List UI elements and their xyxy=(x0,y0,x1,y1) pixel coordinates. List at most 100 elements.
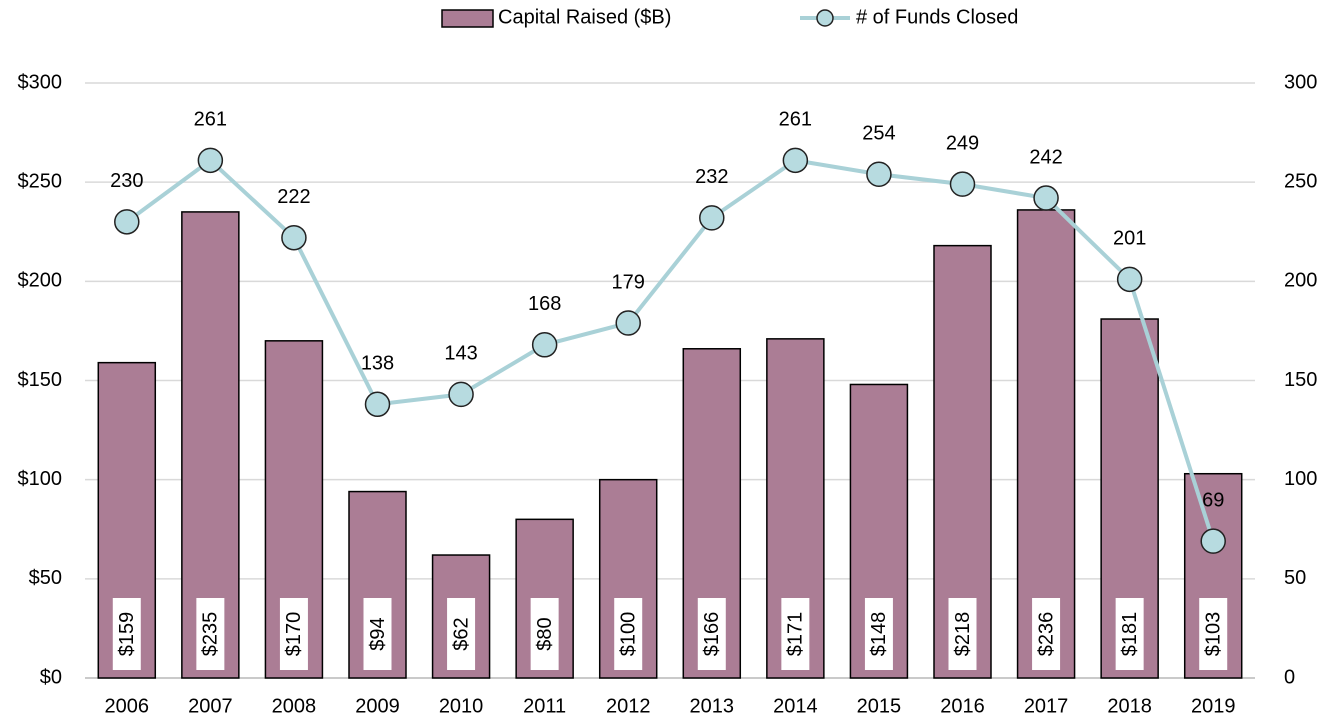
bar-label-group: $171 xyxy=(785,612,807,657)
bar-label-box xyxy=(530,598,559,670)
line-marker xyxy=(531,332,558,358)
bar-value-label: $62 xyxy=(450,617,472,650)
bar-label-group: $235 xyxy=(200,612,222,657)
bar-label-box xyxy=(1032,598,1061,670)
x-tick-label: 2006 xyxy=(105,695,150,717)
line-value-label: 254 xyxy=(862,123,895,145)
x-tick-label: 2007 xyxy=(188,695,233,717)
line-marker xyxy=(866,161,892,187)
line-value-label: 249 xyxy=(946,132,979,154)
line-value-label: 232 xyxy=(695,166,728,188)
line-value-label: 242 xyxy=(1029,146,1062,168)
bar-label-group: $62 xyxy=(450,617,472,650)
line-marker xyxy=(782,147,809,174)
bar-value-label: $148 xyxy=(868,612,890,657)
line-value-label: 179 xyxy=(612,271,645,293)
y-tick-label: $0 xyxy=(40,666,62,688)
line-marker xyxy=(1033,185,1059,211)
bar-label-box xyxy=(363,598,392,670)
x-tick-label: 2013 xyxy=(690,695,735,717)
x-tick-label: 2017 xyxy=(1024,695,1069,717)
bar-label-group: $148 xyxy=(868,612,890,657)
legend-label: Capital Raised ($B) xyxy=(498,6,671,28)
bar-label-group: $159 xyxy=(116,612,138,657)
y2-tick-label: 0 xyxy=(1284,666,1295,688)
line xyxy=(125,157,1216,542)
bar-label-box xyxy=(112,598,141,670)
bar-value-label: $80 xyxy=(534,617,556,650)
x-tick-label: 2009 xyxy=(355,695,400,717)
line-marker xyxy=(364,391,391,418)
bar-label-box xyxy=(864,598,893,670)
bar-label-group: $236 xyxy=(1035,612,1057,657)
line-marker xyxy=(1200,528,1226,554)
y-tick-label: $200 xyxy=(18,270,63,292)
y2-tick-label: 50 xyxy=(1284,567,1306,589)
x-tick-label: 2012 xyxy=(606,695,651,717)
legend-swatch xyxy=(441,9,494,28)
y-tick-label: $300 xyxy=(18,71,63,93)
line-value-label: 168 xyxy=(528,293,561,315)
line-marker xyxy=(949,171,976,197)
bar-label-group: $170 xyxy=(283,612,305,657)
bar-label-box xyxy=(196,598,225,670)
x-tick-label: 2015 xyxy=(857,695,902,717)
bar-label-group: $166 xyxy=(701,612,723,657)
line-marker xyxy=(448,381,474,408)
bar-label-group: $103 xyxy=(1202,612,1224,657)
line-marker xyxy=(197,147,224,174)
line-value-label: 261 xyxy=(194,109,227,131)
bar-label-box xyxy=(697,598,726,670)
line-value-label: 69 xyxy=(1202,489,1224,511)
bar-value-label: $171 xyxy=(785,612,807,657)
bar-value-label: $100 xyxy=(617,612,639,657)
bar-value-label: $181 xyxy=(1119,612,1141,657)
line-value-label: 138 xyxy=(361,353,394,375)
bar-value-label: $218 xyxy=(952,612,974,657)
line-value-label: 222 xyxy=(277,186,310,208)
bar-value-label: $236 xyxy=(1035,612,1057,657)
x-tick-label: 2019 xyxy=(1191,695,1236,717)
bar-label-box xyxy=(447,598,476,670)
legend-marker xyxy=(816,9,834,27)
line-value-label: 201 xyxy=(1113,228,1146,250)
bar-value-label: $94 xyxy=(367,617,389,650)
line-marker xyxy=(1116,266,1143,293)
x-tick-label: 2011 xyxy=(523,695,566,717)
bar-label-box xyxy=(781,598,810,670)
bar-value-label: $166 xyxy=(701,612,723,657)
line-marker xyxy=(114,209,140,235)
bar-label-box xyxy=(1199,598,1228,670)
y2-tick-label: 250 xyxy=(1284,170,1317,192)
line-marker xyxy=(699,205,725,231)
bar-value-label: $103 xyxy=(1202,612,1224,657)
bar xyxy=(348,490,407,679)
line-marker xyxy=(615,310,641,336)
bar-label-group: $218 xyxy=(952,612,974,657)
bar-label-box xyxy=(948,598,977,670)
y-tick-label: $250 xyxy=(18,170,63,192)
y-tick-label: $100 xyxy=(18,468,63,490)
x-tick-label: 2010 xyxy=(439,695,484,717)
x-tick-label: 2014 xyxy=(773,695,818,717)
bar-label-box xyxy=(279,598,308,670)
bar-label-group: $100 xyxy=(617,612,639,657)
bar-label-box xyxy=(614,598,643,670)
bar-label-group: $80 xyxy=(534,617,556,650)
line-marker xyxy=(281,224,307,251)
bar-value-label: $235 xyxy=(200,612,222,657)
line-value-label: 230 xyxy=(110,170,143,192)
line-value-label: 143 xyxy=(444,343,477,365)
y2-tick-label: 300 xyxy=(1284,71,1317,93)
bar-label-group: $94 xyxy=(367,617,389,650)
line-value-label: 261 xyxy=(779,109,812,131)
x-tick-label: 2016 xyxy=(940,695,985,717)
y2-tick-label: 100 xyxy=(1284,468,1317,490)
x-tick-label: 2008 xyxy=(272,695,317,717)
y2-tick-label: 200 xyxy=(1284,270,1317,292)
y-tick-label: $50 xyxy=(29,567,62,589)
x-tick-label: 2018 xyxy=(1107,695,1152,717)
bar-label-box xyxy=(1115,598,1144,670)
bar-label-group: $181 xyxy=(1119,612,1141,657)
